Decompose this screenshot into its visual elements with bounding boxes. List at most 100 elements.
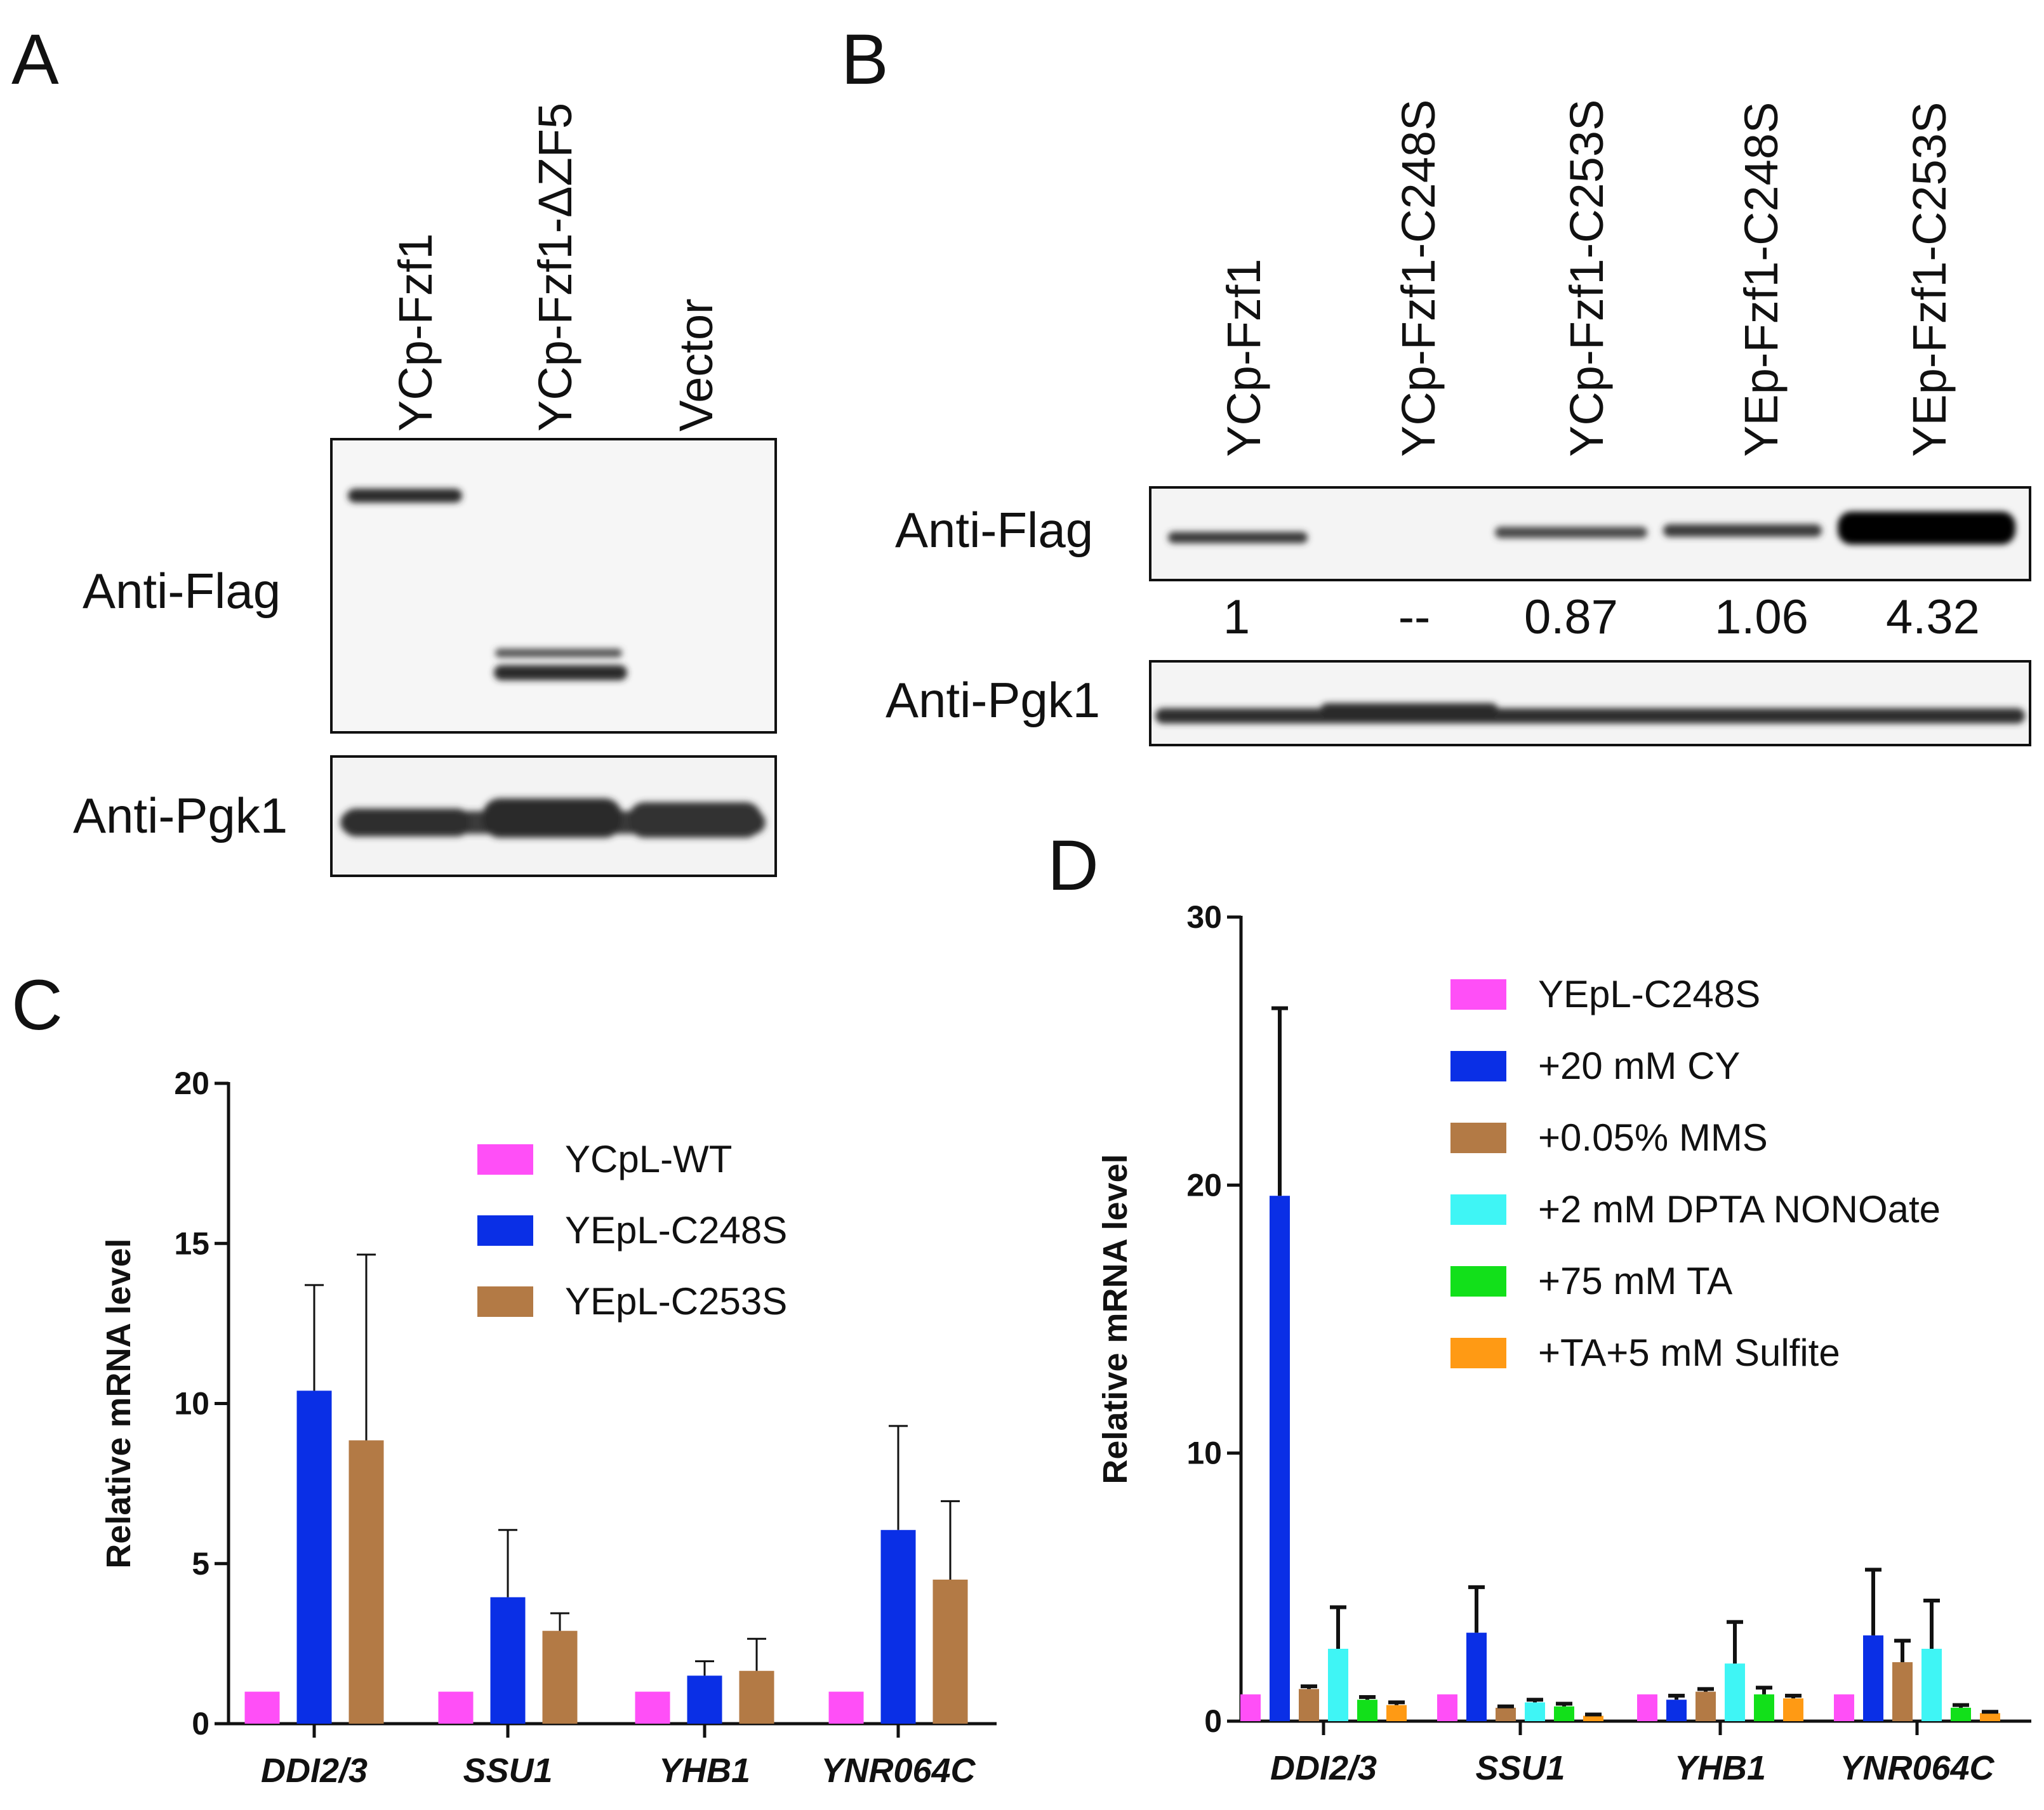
bar-2-mm-dpta-nonoate-yhb1 [1725, 1663, 1745, 1721]
bar-ta-5-mm-sulfite-yhb1 [1783, 1698, 1803, 1721]
bar-yepl-c248s-ddi2-3 [1240, 1694, 1261, 1721]
bar-2-mm-dpta-nonoate-ssu1 [1525, 1702, 1545, 1721]
panel-a: A YCp-Fzf1 YCp-Fzf1-ΔZF5 Vector Anti-Fla… [11, 20, 777, 877]
bar-75-mm-ta-ynr064c [1951, 1707, 1971, 1721]
bar-ta-5-mm-sulfite-ddi2-3 [1386, 1705, 1407, 1721]
y-tick-label: 15 [174, 1225, 209, 1261]
panel-b-flag-antibody: Anti-Flag [895, 502, 1093, 558]
category-label-ynr064c: YNR064C [1840, 1749, 1994, 1787]
panel-c-label: C [11, 965, 63, 1045]
y-tick-label: 10 [1186, 1436, 1222, 1471]
panel-a-lane-3: Vector [670, 298, 722, 432]
legend-swatch-20-mm-cy [1450, 1051, 1506, 1081]
panel-b-lane-5: YEp-Fzf1-C253S [1903, 102, 1956, 457]
y-tick-label: 10 [174, 1386, 209, 1422]
bar-0-05-mms-ssu1 [1496, 1707, 1516, 1721]
y-axis-label: Relative mRNA level [100, 1238, 138, 1568]
quant-yep-c253s: 4.32 [1886, 590, 1980, 644]
y-tick-label: 5 [192, 1546, 209, 1582]
panel-b-pgk1-blot [1149, 660, 2031, 746]
legend-swatch-75-mm-ta [1450, 1266, 1506, 1297]
band-fzf1 [348, 489, 462, 503]
quant-ycp-fzf1: 1 [1223, 590, 1250, 644]
bar-yepl-c248s-ynr064c [880, 1529, 916, 1724]
legend-label-20-mm-cy: +20 mM CY [1538, 1045, 1740, 1087]
panel-a-lane-2: YCp-Fzf1-ΔZF5 [529, 103, 581, 432]
y-tick-label: 20 [1186, 1167, 1222, 1203]
legend-swatch-yepl-c248s [477, 1215, 533, 1246]
bar-ta-5-mm-sulfite-ssu1 [1583, 1715, 1603, 1721]
quant-ycp-c248s: -- [1398, 590, 1431, 644]
legend-swatch-ycpl-wt [477, 1144, 533, 1175]
panel-b-lane-4: YEp-Fzf1-C248S [1735, 102, 1788, 457]
panel-a-flag-antibody: Anti-Flag [83, 563, 281, 619]
panel-a-lane-1: YCp-Fzf1 [389, 233, 442, 432]
panel-b-flag-blot [1149, 486, 2031, 581]
category-label-yhb1: YHB1 [1675, 1749, 1766, 1787]
legend-label-yepl-c248s: YEpL-C248S [565, 1209, 787, 1252]
band-dzf5-upper [495, 649, 622, 657]
legend-label-2-mm-dpta-nonoate: +2 mM DPTA NONOate [1538, 1188, 1941, 1231]
panel-b-quantification: 1 -- 0.87 1.06 4.32 [1223, 590, 1980, 644]
legend-label-0-05-mms: +0.05% MMS [1538, 1116, 1768, 1159]
legend-swatch-yepl-c248s [1450, 979, 1506, 1010]
y-axis-label: Relative mRNA level [1096, 1154, 1134, 1484]
quant-ycp-c253s: 0.87 [1524, 590, 1618, 644]
bar-20-mm-cy-ssu1 [1466, 1632, 1487, 1721]
legend-label-ycpl-wt: YCpL-WT [565, 1138, 732, 1180]
bar-20-mm-cy-yhb1 [1666, 1700, 1687, 1721]
y-tick-label: 0 [1204, 1703, 1222, 1739]
panel-b-lane-3: YCp-Fzf1-C253S [1560, 100, 1613, 457]
panel-b-lane-2: YCp-Fzf1-C248S [1392, 100, 1445, 457]
panel-b: B YCp-Fzf1 YCp-Fzf1-C248S YCp-Fzf1-C253S… [841, 20, 2031, 746]
panel-b-label: B [841, 20, 889, 99]
category-label-ssu1: SSU1 [463, 1752, 552, 1790]
panel-a-flag-blot [330, 438, 777, 734]
bar-yepl-c248s-yhb1 [687, 1675, 722, 1724]
bar-2-mm-dpta-nonoate-ynr064c [1921, 1648, 1942, 1721]
panel-c-chart: C 0 5 10 15 20 Relative mRNA level DDI2/3 SSU1 Y… [11, 965, 997, 1790]
bar-0-05-mms-ynr064c [1892, 1662, 1913, 1721]
legend-swatch-yepl-c253s [477, 1286, 533, 1317]
bar-ycpl-wt-ynr064c [828, 1691, 864, 1724]
bar-yepl-c253s-yhb1 [739, 1670, 774, 1724]
y-tick-label: 20 [174, 1066, 209, 1101]
category-label-ddi2-3: DDI2/3 [1270, 1749, 1377, 1787]
category-label-ssu1: SSU1 [1475, 1749, 1565, 1787]
bar-75-mm-ta-ssu1 [1554, 1706, 1574, 1721]
bar-ycpl-wt-ssu1 [438, 1691, 474, 1724]
category-label-ynr064c: YNR064C [821, 1752, 976, 1790]
bar-ycpl-wt-yhb1 [635, 1691, 670, 1724]
panel-a-pgk1-blot [330, 755, 777, 877]
legend-label-ta-5-mm-sulfite: +TA+5 mM Sulfite [1538, 1331, 1840, 1374]
bar-75-mm-ta-yhb1 [1754, 1694, 1774, 1721]
panel-d-label: D [1047, 826, 1099, 905]
panel-d-chart: D 0 10 20 30 Relative mRNA level DDI2/3 SSU1 YH… [1047, 826, 2031, 1787]
bar-75-mm-ta-ddi2-3 [1357, 1700, 1377, 1721]
panel-b-pgk1-antibody: Anti-Pgk1 [886, 672, 1100, 728]
quant-yep-c248s: 1.06 [1715, 590, 1808, 644]
panel-a-label: A [11, 20, 59, 99]
legend-label-yepl-c253s: YEpL-C253S [565, 1280, 787, 1323]
bar-yepl-c248s-ynr064c [1834, 1694, 1854, 1721]
bar-yepl-c253s-ssu1 [542, 1630, 578, 1724]
bar-yepl-c253s-ynr064c [932, 1579, 968, 1724]
panel-a-pgk1-antibody: Anti-Pgk1 [73, 788, 288, 843]
bar-yepl-c248s-yhb1 [1637, 1694, 1657, 1721]
y-tick-label: 0 [192, 1706, 209, 1741]
bar-yepl-c253s-ddi2-3 [348, 1440, 384, 1724]
panel-b-lane-1: YCp-Fzf1 [1218, 258, 1270, 457]
legend-swatch-ta-5-mm-sulfite [1450, 1338, 1506, 1368]
legend-label-yepl-c248s: YEpL-C248S [1538, 973, 1760, 1015]
bar-yepl-c248s-ssu1 [1437, 1694, 1457, 1721]
bar-0-05-mms-ddi2-3 [1299, 1689, 1319, 1721]
legend-swatch-2-mm-dpta-nonoate [1450, 1194, 1506, 1225]
bar-2-mm-dpta-nonoate-ddi2-3 [1328, 1648, 1348, 1721]
bar-yepl-c248s-ssu1 [490, 1597, 526, 1724]
bar-20-mm-cy-ddi2-3 [1270, 1196, 1290, 1721]
legend-label-75-mm-ta: +75 mM TA [1538, 1260, 1732, 1302]
legend-swatch-0-05-mms [1450, 1123, 1506, 1153]
y-tick-label: 30 [1186, 899, 1222, 935]
category-label-ddi2-3: DDI2/3 [261, 1752, 368, 1790]
